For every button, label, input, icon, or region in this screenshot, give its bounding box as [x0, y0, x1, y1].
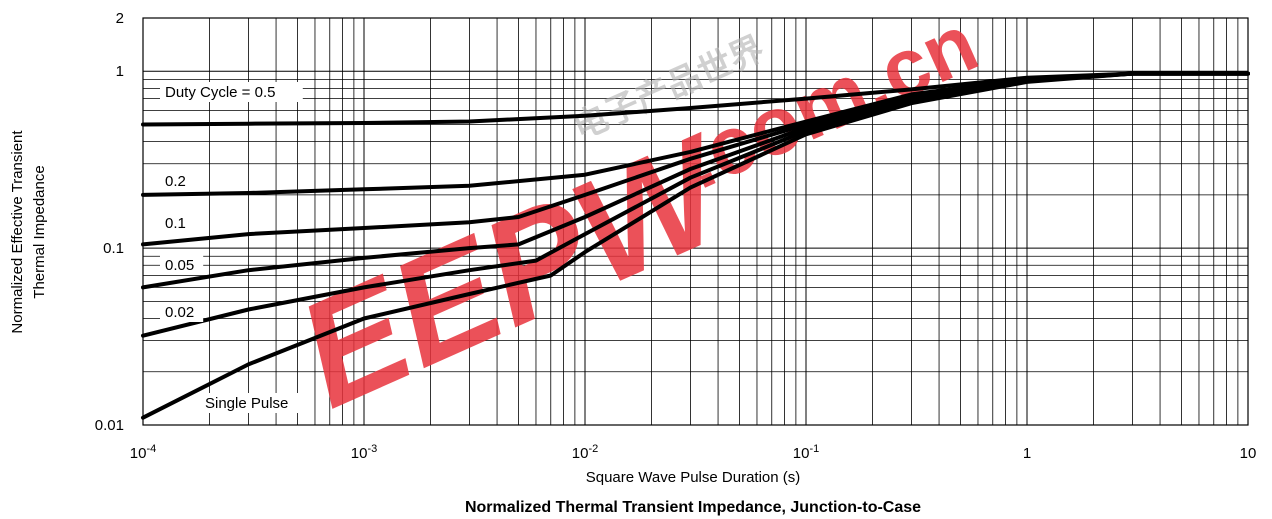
x-tick-label: 10-3 — [351, 443, 377, 462]
curve-label-2: 0.1 — [165, 215, 186, 232]
x-tick-label: 10 — [1240, 445, 1257, 462]
x-tick-label: 10-2 — [572, 443, 598, 462]
curve-label-bg — [160, 255, 204, 275]
x-axis-label: Square Wave Pulse Duration (s) — [586, 469, 801, 486]
y-axis-label-line1: Normalized Effective Transient — [9, 130, 26, 334]
chart-title: Normalized Thermal Transient Impedance, … — [465, 499, 921, 516]
curve-label-bg — [160, 213, 195, 233]
y-tick-label: 0.01 — [95, 417, 124, 434]
curve-label-3: 0.05 — [165, 257, 194, 274]
y-tick-label: 1 — [116, 63, 124, 80]
series-line-5 — [141, 71, 1250, 420]
curve-label-bg — [160, 302, 204, 322]
y-tick-label: 2 — [116, 10, 124, 27]
x-tick-label: 10-4 — [130, 443, 156, 462]
curve-label-4: 0.02 — [165, 304, 194, 321]
y-tick-label: 0.1 — [103, 240, 124, 257]
series-layer — [141, 71, 1250, 420]
y-axis-label-line2: Thermal Impedance — [31, 165, 48, 298]
curve-label-bg — [200, 393, 310, 413]
tick-label-layer: 10-4 10-3 10-2 10-1 1 10 0.01 0.1 1 2 — [95, 10, 1257, 462]
curve-label-0: Duty Cycle = 0.5 — [165, 84, 275, 101]
x-tick-label: 1 — [1023, 445, 1031, 462]
curve-label-layer: Duty Cycle = 0.5 0.2 0.1 0.05 0.02 Single Pul… — [160, 82, 310, 413]
curve-label-bg — [160, 171, 195, 191]
plot-frame — [142, 17, 1249, 426]
curve-label-5: Single Pulse — [205, 395, 288, 412]
curve-label-1: 0.2 — [165, 173, 186, 190]
curve-label-bg — [160, 82, 303, 102]
x-tick-label: 10-1 — [793, 443, 819, 462]
